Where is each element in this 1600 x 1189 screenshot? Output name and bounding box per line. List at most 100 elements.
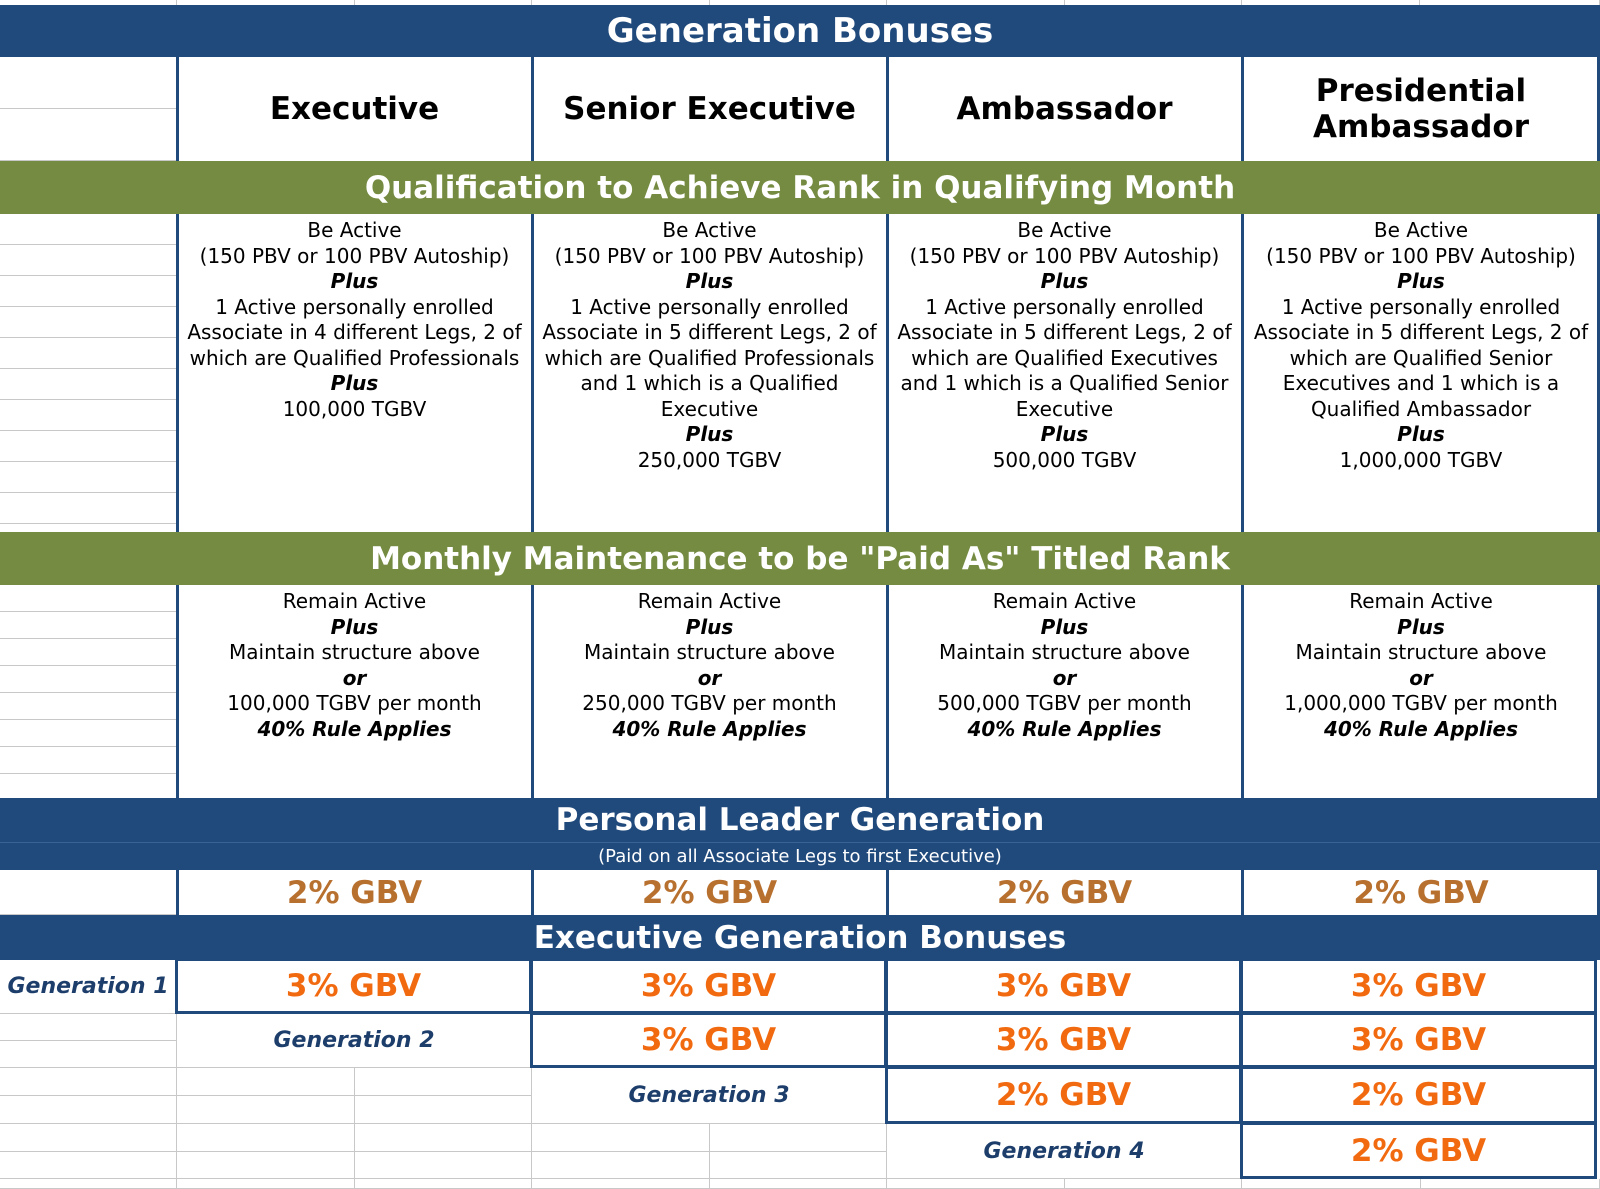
rank-header: Ambassador bbox=[887, 57, 1242, 161]
generation-value: 2% GBV bbox=[885, 1066, 1242, 1124]
personal-leader-value: 2% GBV bbox=[286, 874, 423, 911]
grid-cell bbox=[354, 1124, 532, 1152]
grid-cell bbox=[709, 1151, 887, 1179]
maintenance-cell: Remain Active Plus Maintain structure abov… bbox=[887, 585, 1242, 798]
column-divider bbox=[531, 57, 534, 161]
text-line: Remain Active bbox=[1349, 589, 1493, 613]
grid-cell bbox=[354, 1151, 532, 1179]
rank-label: Presidential Ambassador bbox=[1312, 73, 1529, 145]
column-divider bbox=[1597, 585, 1600, 798]
column-divider bbox=[1597, 57, 1600, 161]
rank-header: Executive bbox=[177, 57, 532, 161]
text-line: which are Qualified Professionals bbox=[189, 345, 520, 370]
column-divider bbox=[1241, 214, 1244, 532]
column-divider bbox=[886, 214, 889, 532]
generation-value: 2% GBV bbox=[1240, 1122, 1597, 1179]
grid-cell bbox=[0, 1179, 177, 1189]
text-line: Remain Active bbox=[282, 589, 427, 613]
text-line: Be Active bbox=[307, 218, 402, 242]
column-divider bbox=[176, 214, 179, 532]
text-line: 1 Active personally enrolled bbox=[1281, 294, 1561, 319]
grid-cell bbox=[532, 1179, 710, 1189]
column-divider bbox=[886, 57, 889, 161]
text-line: (150 PBV or 100 PBV Autoship) bbox=[909, 243, 1220, 268]
text-line: (150 PBV or 100 PBV Autoship) bbox=[1266, 243, 1576, 268]
grid-cell bbox=[532, 1124, 710, 1152]
grid-cell bbox=[177, 1179, 355, 1189]
column-divider bbox=[531, 870, 534, 915]
personal-leader-value: 2% GBV bbox=[1353, 874, 1489, 911]
emphasis-line: or bbox=[1052, 665, 1077, 690]
text-line: Associate in 5 different Legs, 2 of bbox=[542, 320, 877, 344]
maintenance-cell: Remain Active Plus Maintain structure abov… bbox=[177, 585, 532, 798]
emphasis-line: Plus bbox=[685, 422, 734, 446]
grid-cell bbox=[0, 1124, 177, 1152]
rank-header: Senior Executive bbox=[532, 57, 887, 161]
text-line: 1,000,000 TGBV per month bbox=[1284, 691, 1558, 715]
text-line: (150 PBV or 100 PBV Autoship) bbox=[554, 243, 865, 268]
personal-leader-heading: Personal Leader Generation bbox=[0, 798, 1600, 842]
text-line: Remain Active bbox=[637, 589, 782, 613]
text-line: 1,000,000 TGBV bbox=[1339, 447, 1503, 472]
emphasis-line: Plus bbox=[1397, 269, 1445, 293]
grid-cell bbox=[709, 1124, 887, 1152]
column-divider bbox=[176, 870, 179, 915]
text-line: Associate in 5 different Legs, 2 of bbox=[1253, 320, 1589, 344]
rank-label: Executive bbox=[269, 91, 440, 127]
generation-value: 3% GBV bbox=[1240, 958, 1597, 1014]
generation-label: Generation 4 bbox=[887, 1124, 1242, 1179]
generation-value: 3% GBV bbox=[885, 958, 1242, 1014]
grid-cell bbox=[177, 1124, 355, 1152]
text-line: 500,000 TGBV per month bbox=[937, 691, 1192, 715]
text-line: Be Active bbox=[662, 218, 757, 242]
emphasis-line: Plus bbox=[685, 614, 734, 639]
text-line: Executive bbox=[1015, 396, 1114, 421]
emphasis-line: or bbox=[1409, 665, 1433, 690]
rank-label: Ambassador bbox=[956, 91, 1173, 127]
emphasis-line: Plus bbox=[1040, 269, 1089, 293]
text-line: Maintain structure above bbox=[229, 640, 480, 664]
text-line: Associate in 4 different Legs, 2 of bbox=[187, 320, 522, 344]
column-divider bbox=[1241, 57, 1244, 161]
text-line: 250,000 TGBV per month bbox=[582, 691, 837, 715]
grid-cell bbox=[354, 1179, 532, 1189]
grid-cell bbox=[709, 1179, 887, 1189]
column-divider bbox=[531, 585, 534, 798]
qualification-heading: Qualification to Achieve Rank in Qualify… bbox=[0, 161, 1600, 214]
row-label-empty bbox=[0, 214, 177, 532]
personal-leader-subheading: (Paid on all Associate Legs to first Exe… bbox=[0, 842, 1600, 870]
text-line: 250,000 TGBV bbox=[637, 447, 782, 472]
text-line: 1 Active personally enrolled bbox=[570, 294, 849, 319]
column-divider bbox=[886, 585, 889, 798]
text-line: and 1 which is a Qualified bbox=[580, 371, 839, 395]
text-line: 1 Active personally enrolled bbox=[215, 294, 494, 319]
emphasis-line: 40% Rule Applies bbox=[612, 716, 807, 741]
text-line: Remain Active bbox=[992, 589, 1137, 613]
maintenance-cell: Remain Active Plus Maintain structure abov… bbox=[532, 585, 887, 798]
text-line: which are Qualified Professionals bbox=[544, 345, 875, 370]
emphasis-line: Plus bbox=[330, 371, 379, 395]
grid-cell bbox=[177, 1096, 355, 1124]
text-line: which are Qualified Executives bbox=[911, 345, 1218, 370]
grid-cell bbox=[177, 1068, 355, 1096]
emphasis-line: Plus bbox=[1040, 422, 1089, 446]
generation-label: Generation 2 bbox=[177, 1014, 532, 1068]
text-line: and 1 which is a Qualified Senior bbox=[900, 371, 1229, 395]
column-divider bbox=[1597, 214, 1600, 532]
text-line: Qualified Ambassador bbox=[1310, 396, 1532, 421]
emphasis-line: or bbox=[342, 665, 367, 690]
generation-label: Generation 1 bbox=[0, 960, 177, 1014]
column-divider bbox=[1597, 870, 1600, 915]
text-line: 100,000 TGBV bbox=[282, 396, 427, 421]
emphasis-line: Plus bbox=[330, 614, 379, 639]
grid-cell bbox=[177, 1151, 355, 1179]
text-line: 100,000 TGBV per month bbox=[227, 691, 482, 715]
column-divider bbox=[531, 214, 534, 532]
emphasis-line: Plus bbox=[1397, 614, 1445, 639]
text-line: which are Qualified Senior bbox=[1289, 345, 1553, 370]
emphasis-line: Plus bbox=[1397, 422, 1445, 446]
qualification-cell: Be Active (150 PBV or 100 PBV Autoship) Pl… bbox=[532, 214, 887, 532]
generation-value: 3% GBV bbox=[175, 958, 532, 1014]
column-divider bbox=[886, 870, 889, 915]
executive-generation-heading: Executive Generation Bonuses bbox=[0, 915, 1600, 960]
